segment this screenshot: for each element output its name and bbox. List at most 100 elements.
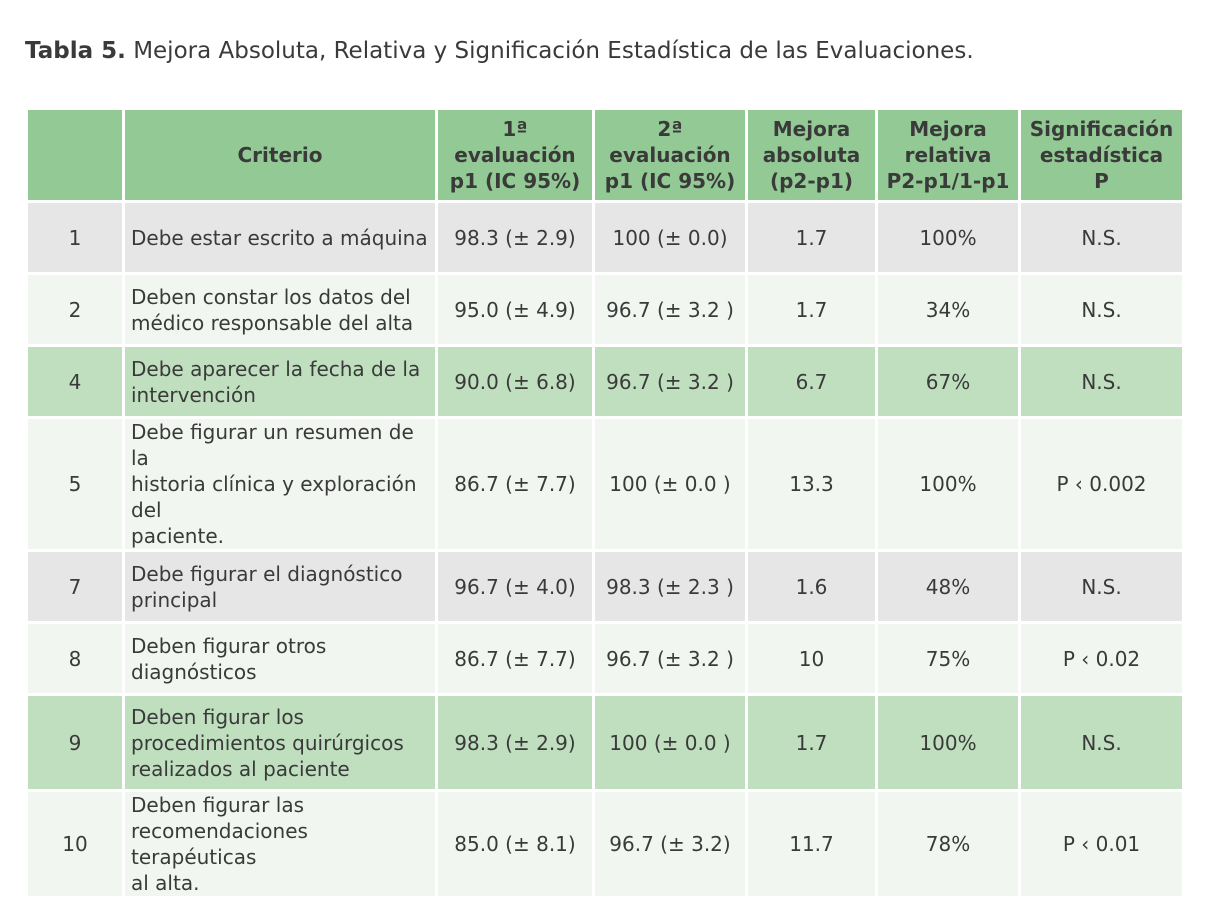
header-line: (p2-p1) [769,169,854,193]
cell-absolute: 1.7 [745,272,878,347]
header-number [25,107,125,203]
table-row: 7 Debe figurar el diagnóstico principal 96.… [25,549,1185,624]
cell-eval1: 98.3 (± 2.9) [435,200,595,275]
cell-significance: N.S. [1018,344,1185,419]
table-caption: Tabla 5. Mejora Absoluta, Relativa y Sig… [25,38,974,64]
header-line: p1 (IC 95%) [604,169,736,193]
cell-eval1: 86.7 (± 7.7) [435,621,595,696]
criterio-line: principal [131,587,218,612]
cell-number: 2 [25,272,125,347]
header-line: Significación [1029,117,1174,141]
cell-relative: 34% [875,272,1021,347]
cell-eval1: 98.3 (± 2.9) [435,693,595,792]
cell-eval2: 96.7 (± 3.2) [592,789,748,899]
cell-number: 10 [25,789,125,899]
header-line: relativa [904,143,992,167]
cell-absolute: 11.7 [745,789,878,899]
cell-number: 7 [25,549,125,624]
cell-criterio: Deben figurar las recomendaciones terapéu… [122,789,438,899]
table-row: 9 Deben figurar los procedimientos quirúrg… [25,693,1185,792]
cell-relative: 100% [875,416,1021,552]
cell-criterio: Debe estar escrito a máquina [122,200,438,275]
header-eval2: 2ª evaluación p1 (IC 95%) [592,107,748,203]
table-body: 1 Debe estar escrito a máquina 98.3 (± 2.9… [25,200,1185,899]
header-line: absoluta [762,143,861,167]
cell-eval1: 85.0 (± 8.1) [435,789,595,899]
header-line: 1ª evaluación [454,117,576,167]
criterio-line: recomendaciones terapéuticas [131,819,308,869]
cell-eval1: 96.7 (± 4.0) [435,549,595,624]
cell-relative: 78% [875,789,1021,899]
table-row: 2 Deben constar los datos del médico respo… [25,272,1185,347]
header-criterio: Criterio [122,107,438,203]
cell-relative: 100% [875,200,1021,275]
cell-criterio: Deben figurar otros diagnósticos [122,621,438,696]
criterio-line: paciente. [131,524,224,548]
cell-absolute: 13.3 [745,416,878,552]
header-absolute: Mejora absoluta (p2-p1) [745,107,878,203]
cell-absolute: 10 [745,621,878,696]
header-line: P2-p1/1-p1 [886,169,1010,193]
cell-number: 5 [25,416,125,552]
table-row: 10 Deben figurar las recomendaciones terap… [25,789,1185,899]
caption-text: Mejora Absoluta, Relativa y Significació… [133,38,974,64]
cell-relative: 48% [875,549,1021,624]
criterio-line: médico responsable del alta [131,310,414,335]
criterio-line: Deben figurar las [131,793,304,817]
cell-eval1: 90.0 (± 6.8) [435,344,595,419]
header-line: estadística [1039,143,1164,167]
criterio-line: Debe aparecer la fecha de la [131,356,421,381]
cell-significance: P ‹ 0.01 [1018,789,1185,899]
cell-absolute: 6.7 [745,344,878,419]
header-line: P [1094,169,1109,193]
cell-criterio: Deben constar los datos del médico respon… [122,272,438,347]
cell-significance: N.S. [1018,200,1185,275]
cell-criterio: Deben figurar los procedimientos quirúrgi… [122,693,438,792]
cell-number: 1 [25,200,125,275]
cell-relative: 75% [875,621,1021,696]
cell-absolute: 1.6 [745,549,878,624]
cell-significance: N.S. [1018,549,1185,624]
cell-number: 8 [25,621,125,696]
criterio-line: diagnósticos [131,659,257,684]
criterio-line: realizados al paciente [131,756,350,781]
criterio-line: al alta. [131,871,200,895]
cell-number: 4 [25,344,125,419]
header-line: p1 (IC 95%) [449,169,581,193]
cell-significance: P ‹ 0.02 [1018,621,1185,696]
cell-absolute: 1.7 [745,693,878,792]
cell-eval1: 95.0 (± 4.9) [435,272,595,347]
header-significance: Significación estadística P [1018,107,1185,203]
cell-significance: P ‹ 0.002 [1018,416,1185,552]
cell-eval2: 100 (± 0.0) [592,200,748,275]
cell-criterio: Debe aparecer la fecha de la intervención [122,344,438,419]
cell-absolute: 1.7 [745,200,878,275]
cell-eval2: 96.7 (± 3.2 ) [592,621,748,696]
caption-label: Tabla 5. [25,38,126,64]
table-row: 8 Deben figurar otros diagnósticos 86.7 (± … [25,621,1185,696]
cell-significance: N.S. [1018,693,1185,792]
cell-eval2: 96.7 (± 3.2 ) [592,272,748,347]
table-row: 1 Debe estar escrito a máquina 98.3 (± 2.9… [25,200,1185,275]
criterio-line: intervención [131,382,256,407]
cell-eval2: 98.3 (± 2.3 ) [592,549,748,624]
cell-eval1: 86.7 (± 7.7) [435,416,595,552]
criterio-line: historia clínica y exploración del [131,472,417,522]
criterio-line: procedimientos quirúrgicos [131,730,404,755]
criterio-line: Deben constar los datos del [131,284,411,309]
header-relative: Mejora relativa P2-p1/1-p1 [875,107,1021,203]
header-row: Criterio 1ª evaluación p1 (IC 95%) 2ª ev… [25,107,1185,203]
table-row: 5 Debe figurar un resumen de la historia c… [25,416,1185,552]
evaluation-table: Criterio 1ª evaluación p1 (IC 95%) 2ª ev… [25,107,1185,899]
cell-eval2: 96.7 (± 3.2 ) [592,344,748,419]
header-eval1: 1ª evaluación p1 (IC 95%) [435,107,595,203]
criterio-line: Debe figurar un resumen de la [131,420,414,470]
header-line: 2ª evaluación [609,117,731,167]
table-row: 4 Debe aparecer la fecha de la intervenció… [25,344,1185,419]
cell-significance: N.S. [1018,272,1185,347]
criterio-line: Debe estar escrito a máquina [131,225,428,250]
cell-eval2: 100 (± 0.0 ) [592,416,748,552]
cell-number: 9 [25,693,125,792]
header-line: Mejora [772,117,851,141]
cell-criterio: Debe figurar el diagnóstico principal [122,549,438,624]
